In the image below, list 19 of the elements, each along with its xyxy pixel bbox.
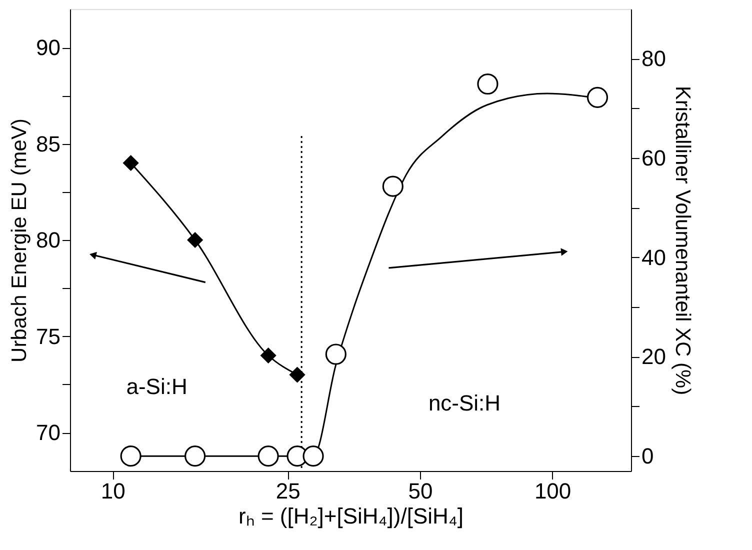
annotation: nc-Si:H	[428, 390, 501, 416]
y-tick-label: 80	[36, 228, 60, 252]
x-tick-label: 100	[534, 478, 572, 504]
x-tick-label: 10	[100, 478, 126, 504]
y-tick-label: 70	[36, 420, 60, 445]
y-axis-title: Urbach Energie EU (meV)	[8, 118, 32, 362]
y-tick-label: 75	[36, 324, 60, 349]
y2-tick-label: 20	[642, 344, 666, 370]
y2-axis-title: Kristalliner Volumenanteil XC (%)	[670, 86, 694, 396]
x-tick-label: 50	[408, 478, 433, 504]
y2-tick-label: 40	[642, 244, 666, 270]
y2-tick-label: 80	[642, 46, 666, 72]
x-axis-title: rₕ = ([H₂]+[SiH₄])/[SiH₄]	[238, 504, 464, 528]
y-tick-label: 85	[36, 131, 60, 156]
y2-tick-label: 60	[642, 146, 666, 171]
y-tick-label: 90	[36, 35, 60, 60]
x-tick-label: 25	[276, 478, 300, 504]
y2-tick-label: 0	[642, 444, 654, 469]
annotation: a-Si:H	[126, 374, 188, 400]
